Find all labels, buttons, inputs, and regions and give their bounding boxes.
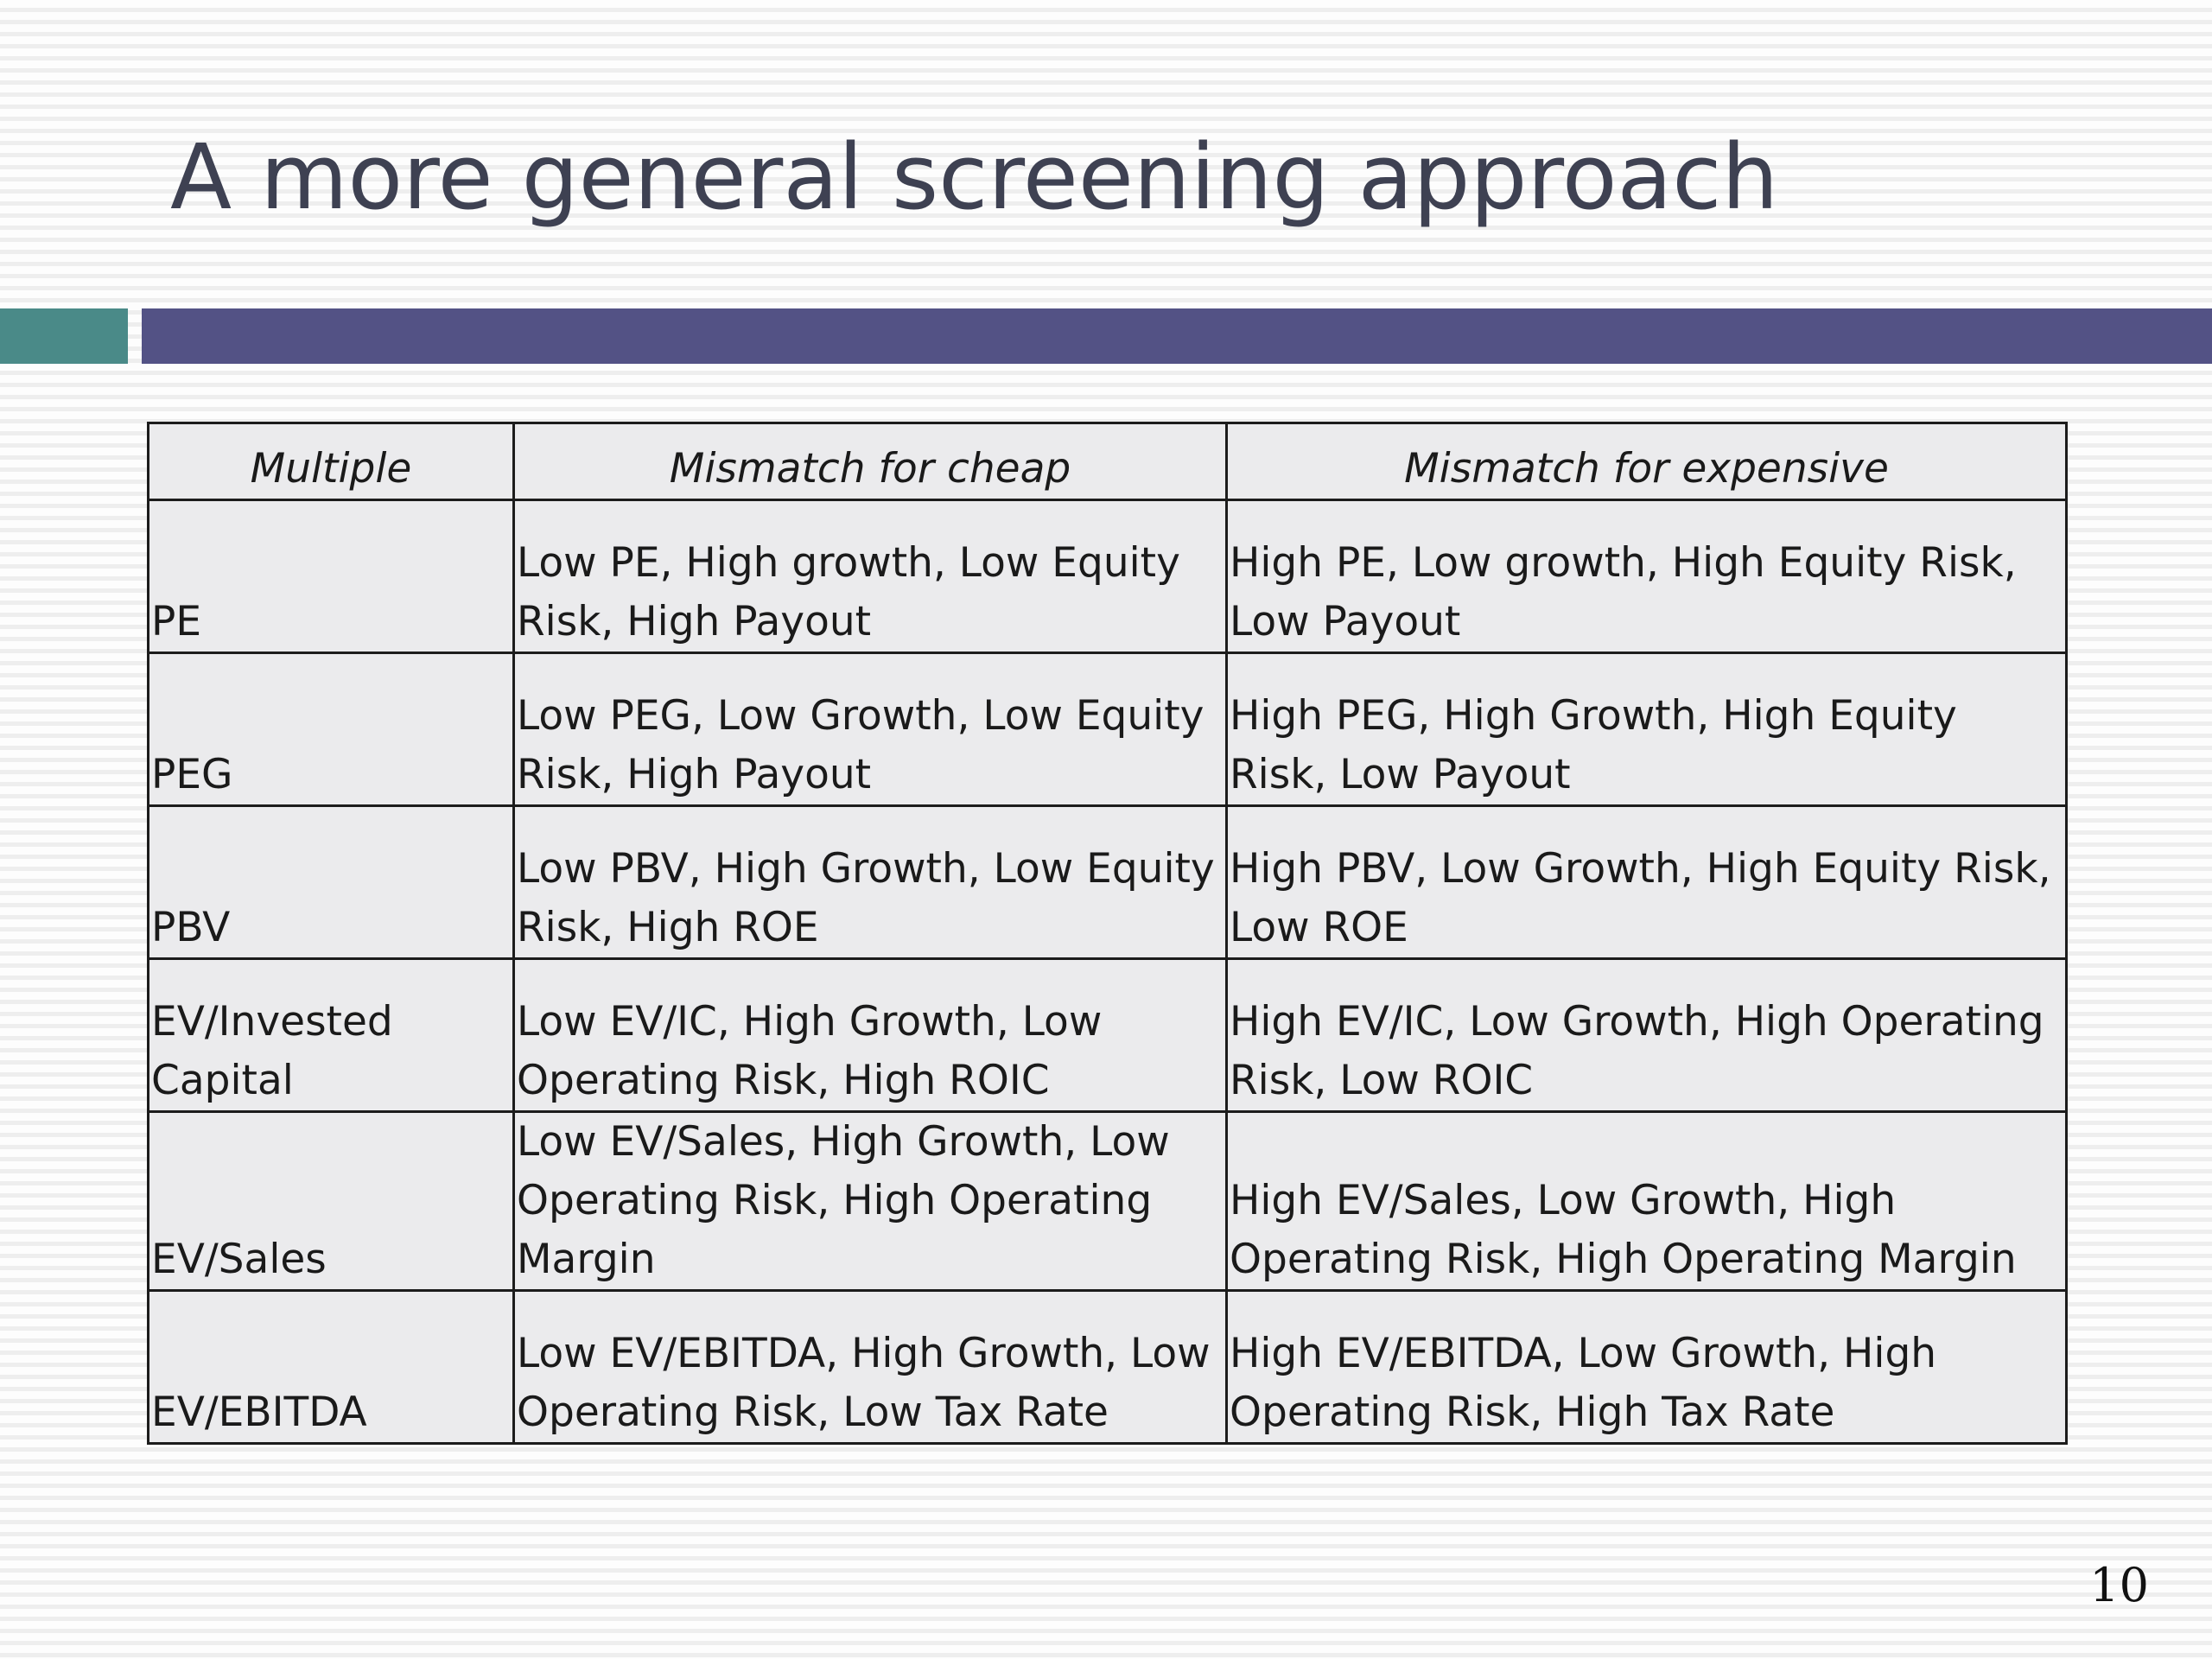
cell-multiple: EV/EBITDA [147, 1289, 515, 1445]
table-row: EV/Sales Low EV/Sales, High Growth, Low … [147, 1110, 2068, 1292]
cell-expensive: High EV/Sales, Low Growth, High Operatin… [1225, 1110, 2068, 1292]
page-number: 10 [2089, 1558, 2149, 1612]
table-row: EV/EBITDA Low EV/EBITDA, High Growth, Lo… [147, 1289, 2068, 1445]
cell-cheap: Low EV/Sales, High Growth, Low Operating… [512, 1110, 1228, 1292]
cell-expensive: High PBV, Low Growth, High Equity Risk, … [1225, 804, 2068, 960]
cell-cheap: Low PBV, High Growth, Low Equity Risk, H… [512, 804, 1228, 960]
cell-multiple: EV/Sales [147, 1110, 515, 1292]
table-header-row: Multiple Mismatch for cheap Mismatch for… [147, 422, 2068, 501]
cell-expensive: High PE, Low growth, High Equity Risk, L… [1225, 499, 2068, 654]
header-multiple: Multiple [147, 422, 515, 501]
cell-multiple: PE [147, 499, 515, 654]
table-row: PE Low PE, High growth, Low Equity Risk,… [147, 499, 2068, 654]
cell-multiple: EV/Invested Capital [147, 957, 515, 1113]
header-mismatch-cheap: Mismatch for cheap [512, 422, 1228, 501]
screening-table: Multiple Mismatch for cheap Mismatch for… [147, 422, 2068, 1445]
slide-title: A more general screening approach [170, 124, 1779, 230]
accent-bar-main [142, 308, 2212, 364]
accent-bar-left [0, 308, 128, 364]
cell-cheap: Low EV/EBITDA, High Growth, Low Operatin… [512, 1289, 1228, 1445]
header-mismatch-expensive: Mismatch for expensive [1225, 422, 2068, 501]
cell-expensive: High PEG, High Growth, High Equity Risk,… [1225, 652, 2068, 807]
table-row: PEG Low PEG, Low Growth, Low Equity Risk… [147, 652, 2068, 807]
cell-cheap: Low EV/IC, High Growth, Low Operating Ri… [512, 957, 1228, 1113]
cell-expensive: High EV/EBITDA, Low Growth, High Operati… [1225, 1289, 2068, 1445]
cell-expensive: High EV/IC, Low Growth, High Operating R… [1225, 957, 2068, 1113]
cell-multiple: PBV [147, 804, 515, 960]
cell-multiple: PEG [147, 652, 515, 807]
cell-cheap: Low PE, High growth, Low Equity Risk, Hi… [512, 499, 1228, 654]
cell-cheap: Low PEG, Low Growth, Low Equity Risk, Hi… [512, 652, 1228, 807]
table-row: PBV Low PBV, High Growth, Low Equity Ris… [147, 804, 2068, 960]
table-row: EV/Invested Capital Low EV/IC, High Grow… [147, 957, 2068, 1113]
